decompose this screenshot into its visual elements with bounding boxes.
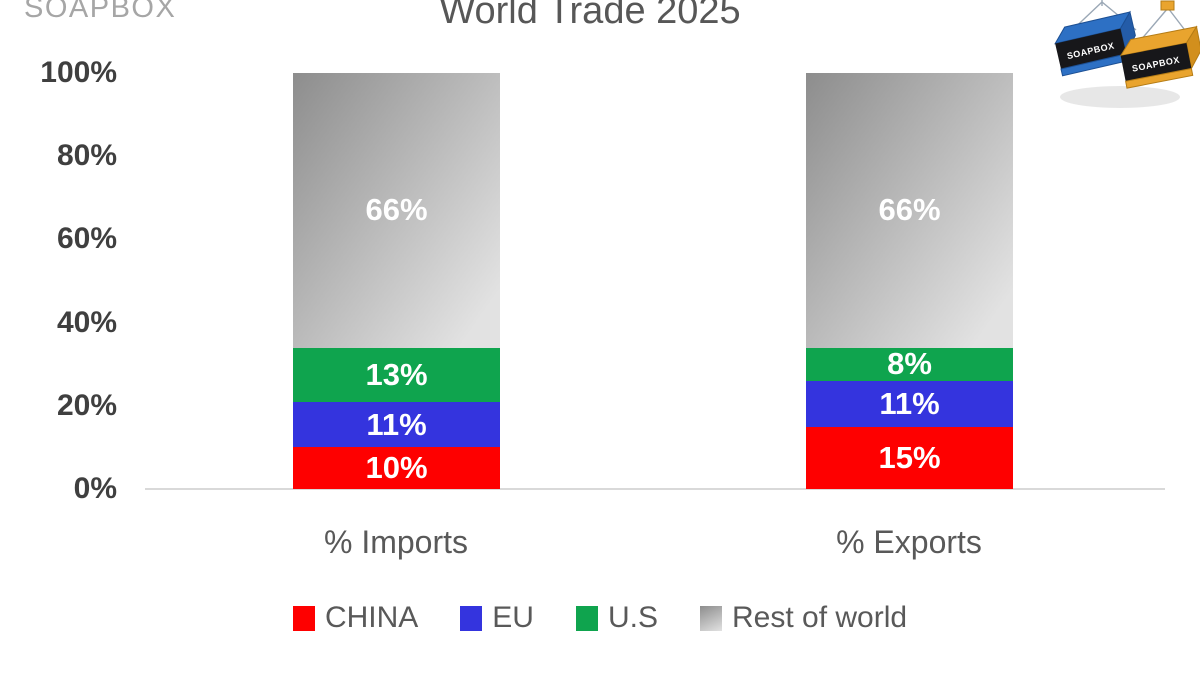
bar-segment-rest-of-world-exports: 66% xyxy=(806,73,1013,348)
legend-label-eu: EU xyxy=(492,601,534,634)
legend-swatch-u-s xyxy=(575,605,598,631)
legend-label-china: CHINA xyxy=(324,601,419,634)
y-tick-label-60: 60% xyxy=(56,222,117,256)
y-tick-label-20: 20% xyxy=(56,388,117,422)
yellow-container: SOAPBOX xyxy=(1119,25,1200,89)
bar-segment-china-exports: 15% xyxy=(806,426,1013,489)
legend: CHINA EU U.S Rest of world xyxy=(0,601,1200,635)
bar-segment-u-s-imports: 13% xyxy=(293,347,500,402)
legend-item-china: CHINA xyxy=(292,601,419,635)
category-label-exports: % Exports xyxy=(836,524,982,560)
y-tick-label-80: 80% xyxy=(56,139,117,173)
value-label-eu-exports: 11% xyxy=(879,385,940,421)
y-tick-label-40: 40% xyxy=(56,305,117,339)
crane-hook xyxy=(1160,0,1175,11)
bar-segment-eu-imports: 11% xyxy=(293,401,500,448)
legend-swatch-rest-of-world xyxy=(699,605,722,631)
bar-segment-u-s-exports: 8% xyxy=(806,347,1013,381)
value-label-u-s-exports: 8% xyxy=(887,347,932,381)
legend-label-u-s: U.S xyxy=(607,601,658,634)
chart-title: World Trade 2025 xyxy=(439,0,741,32)
legend-item-eu: EU xyxy=(460,601,534,635)
x-axis-line xyxy=(145,488,1165,490)
value-label-rest-of-world-imports: 66% xyxy=(365,192,428,228)
legend-item-rest-of-world: Rest of world xyxy=(699,601,908,635)
shipping-containers-illustration: SOAPBOX SOAPBOX xyxy=(1054,0,1200,108)
containers-shadow xyxy=(1060,86,1180,108)
y-tick-label-0: 0% xyxy=(73,472,117,505)
bar-segment-eu-exports: 11% xyxy=(806,380,1013,427)
legend-swatch-eu xyxy=(460,605,483,631)
bar-segment-china-imports: 10% xyxy=(293,447,500,489)
category-label-imports: % Imports xyxy=(323,524,469,560)
blue-container: SOAPBOX xyxy=(1054,10,1136,77)
value-label-eu-imports: 11% xyxy=(366,406,427,442)
y-axis: 100% 80% 60% 40% 20% 0% xyxy=(0,0,117,675)
legend-swatch-china xyxy=(292,605,315,631)
value-label-china-exports: 15% xyxy=(878,439,941,475)
value-label-china-imports: 10% xyxy=(365,450,428,486)
value-label-rest-of-world-exports: 66% xyxy=(878,192,941,228)
value-label-u-s-imports: 13% xyxy=(365,356,428,392)
legend-label-rest-of-world: Rest of world xyxy=(731,601,908,634)
watermark-text: SOAPBOX xyxy=(24,0,177,24)
y-tick-label-100: 100% xyxy=(40,56,117,89)
bar-segment-rest-of-world-imports: 66% xyxy=(293,73,500,348)
legend-item-u-s: U.S xyxy=(575,601,658,635)
